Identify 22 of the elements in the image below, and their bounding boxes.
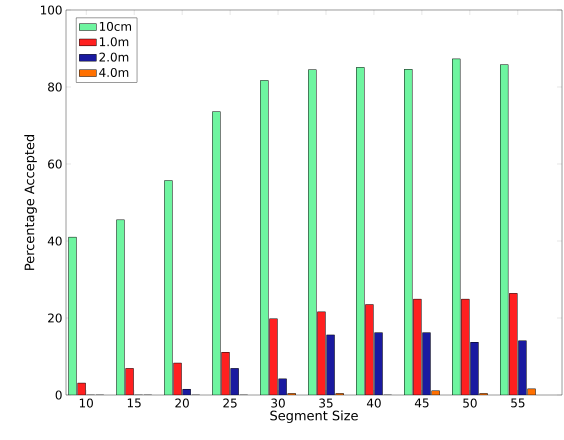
x-tick-label: 40 xyxy=(366,398,381,408)
y-axis-title: Percentage Accepted xyxy=(24,135,37,270)
y-tick-label: 60 xyxy=(48,159,62,169)
y-tick-label: 80 xyxy=(48,82,62,92)
y-tick-label: 0 xyxy=(56,390,62,400)
x-tick-label: 20 xyxy=(175,398,189,408)
x-tick-label: 10 xyxy=(80,398,93,408)
x-tick-label: 25 xyxy=(223,398,237,408)
legend-label: 4.0m xyxy=(99,68,128,77)
x-tick-label: 50 xyxy=(463,398,477,408)
y-tick-label: 20 xyxy=(48,313,62,323)
x-axis-title: Segment Size xyxy=(270,410,358,423)
legend-label: 1.0m xyxy=(100,37,128,46)
y-tick-label: 100 xyxy=(40,5,62,15)
x-tick-label: 30 xyxy=(271,398,285,408)
legend-label: 2.0m xyxy=(99,52,128,62)
x-tick-label: 45 xyxy=(414,398,428,408)
x-tick-label: 55 xyxy=(511,398,524,408)
y-tick-label: 40 xyxy=(48,236,62,246)
x-tick-label: 15 xyxy=(128,398,141,408)
legend-label: 10cm xyxy=(100,22,132,31)
x-tick-label: 35 xyxy=(319,398,333,408)
